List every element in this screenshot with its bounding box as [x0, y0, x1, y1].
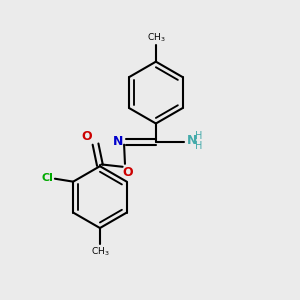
- Text: Cl: Cl: [42, 173, 53, 183]
- Text: N: N: [187, 134, 197, 147]
- Text: N: N: [112, 135, 123, 148]
- Text: O: O: [81, 130, 92, 142]
- Text: O: O: [122, 166, 133, 179]
- Text: H: H: [195, 131, 202, 142]
- Text: CH$_3$: CH$_3$: [147, 32, 165, 44]
- Text: CH$_3$: CH$_3$: [91, 246, 109, 258]
- Text: H: H: [195, 141, 202, 151]
